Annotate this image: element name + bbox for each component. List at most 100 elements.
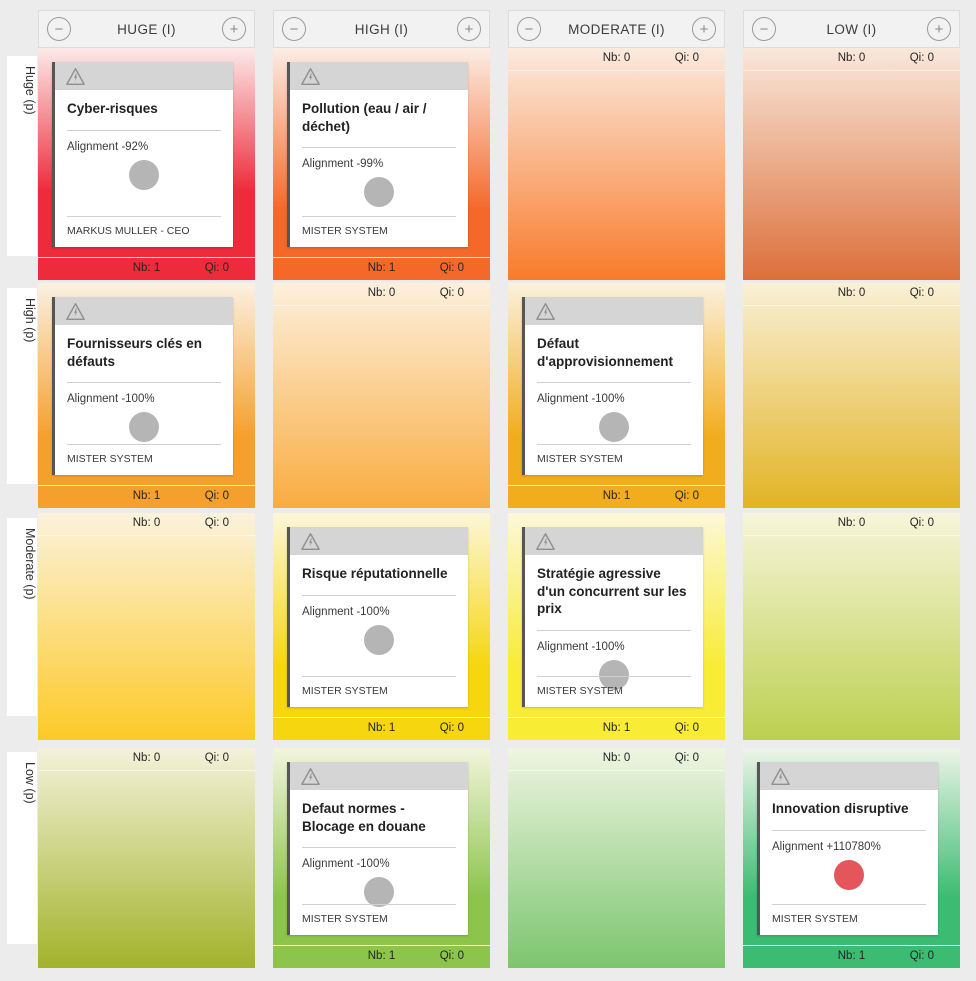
risk-card-header (290, 62, 468, 90)
divider (302, 847, 456, 849)
risk-owner: MISTER SYSTEM (67, 453, 153, 465)
risk-card[interactable]: Risque réputationnelle Alignment -100% M… (287, 527, 468, 707)
warning-icon (65, 67, 86, 86)
matrix-cell-moderate-low[interactable]: Nb: 0 Qi: 0 (743, 513, 960, 740)
divider (67, 129, 221, 131)
plus-icon[interactable]: + (457, 17, 481, 41)
qi-count: Qi: 0 (204, 752, 229, 764)
column-header-huge: − HUGE (I) + (38, 10, 255, 48)
risk-owner: MISTER SYSTEM (772, 913, 858, 925)
risk-card-header (290, 527, 468, 555)
nb-count: Nb: 1 (367, 262, 396, 274)
row-label-huge: Huge (p) (7, 56, 37, 256)
column-title: HUGE (I) (117, 21, 176, 37)
cell-count-bar: Nb: 1 Qi: 0 (38, 257, 255, 280)
divider (302, 147, 456, 149)
nb-count: Nb: 0 (602, 752, 631, 764)
cell-count-bar: Nb: 0 Qi: 0 (508, 48, 725, 71)
qi-count: Qi: 0 (204, 262, 229, 274)
alignment-dot (364, 624, 394, 655)
cell-count-bar: Nb: 0 Qi: 0 (743, 513, 960, 536)
matrix-cell-huge-huge[interactable]: Cyber-risques Alignment -92% MARKUS MULL… (38, 48, 255, 280)
divider (302, 904, 456, 905)
cell-count-bar: Nb: 0 Qi: 0 (38, 513, 255, 536)
divider (67, 216, 221, 217)
divider (537, 629, 691, 631)
matrix-cell-high-low[interactable]: Nb: 0 Qi: 0 (743, 283, 960, 508)
risk-title: Stratégie agressive d'un concurrent sur … (537, 566, 687, 617)
minus-icon[interactable]: − (752, 17, 776, 41)
divider (302, 594, 456, 596)
matrix-cell-low-huge[interactable]: Nb: 0 Qi: 0 (38, 748, 255, 968)
divider (537, 444, 691, 445)
alignment-label: Alignment -100% (67, 393, 155, 406)
warning-icon (535, 302, 556, 321)
risk-card[interactable]: Defaut normes - Blocage en douane Alignm… (287, 762, 468, 935)
nb-count: Nb: 0 (837, 52, 866, 64)
alignment-label: Alignment -100% (537, 640, 625, 653)
risk-card[interactable]: Pollution (eau / air / déchet) Alignment… (287, 62, 468, 247)
nb-count: Nb: 0 (837, 517, 866, 529)
matrix-cell-low-low[interactable]: Innovation disruptive Alignment +110780%… (743, 748, 960, 968)
nb-count: Nb: 0 (132, 517, 161, 529)
minus-icon[interactable]: − (282, 17, 306, 41)
cell-count-bar: Nb: 0 Qi: 0 (743, 48, 960, 71)
risk-title: Défaut d'approvisionnement (537, 336, 673, 369)
alignment-dot (834, 859, 864, 890)
risk-card[interactable]: Innovation disruptive Alignment +110780%… (757, 762, 938, 935)
risk-card[interactable]: Cyber-risques Alignment -92% MARKUS MULL… (52, 62, 233, 247)
qi-count: Qi: 0 (439, 950, 464, 962)
risk-owner: MISTER SYSTEM (537, 453, 623, 465)
alignment-dot (364, 177, 394, 208)
cell-count-bar: Nb: 0 Qi: 0 (273, 283, 490, 306)
plus-icon[interactable]: + (692, 17, 716, 41)
matrix-cell-moderate-high[interactable]: Risque réputationnelle Alignment -100% M… (273, 513, 490, 740)
divider (302, 676, 456, 677)
alignment-label: Alignment -100% (302, 858, 390, 871)
matrix-cell-moderate-moderate[interactable]: Stratégie agressive d'un concurrent sur … (508, 513, 725, 740)
alignment-label: Alignment -92% (67, 140, 149, 153)
matrix-cell-high-huge[interactable]: Fournisseurs clés en défauts Alignment -… (38, 283, 255, 508)
warning-icon (300, 767, 321, 786)
matrix-cell-low-high[interactable]: Defaut normes - Blocage en douane Alignm… (273, 748, 490, 968)
cell-count-bar: Nb: 1 Qi: 0 (508, 485, 725, 508)
alignment-label: Alignment -100% (537, 393, 625, 406)
qi-count: Qi: 0 (439, 262, 464, 274)
risk-owner: MISTER SYSTEM (302, 685, 388, 697)
warning-icon (535, 532, 556, 551)
plus-icon[interactable]: + (927, 17, 951, 41)
risk-owner: MARKUS MULLER - CEO (67, 225, 190, 237)
column-header-moderate: − MODERATE (I) + (508, 10, 725, 48)
matrix-cell-moderate-huge[interactable]: Nb: 0 Qi: 0 (38, 513, 255, 740)
qi-count: Qi: 0 (909, 287, 934, 299)
risk-card-header (55, 297, 233, 325)
alignment-dot (599, 412, 629, 443)
risk-title: Pollution (eau / air / déchet) (302, 101, 427, 134)
risk-card[interactable]: Fournisseurs clés en défauts Alignment -… (52, 297, 233, 475)
qi-count: Qi: 0 (674, 52, 699, 64)
matrix-cell-high-high[interactable]: Nb: 0 Qi: 0 (273, 283, 490, 508)
plus-icon[interactable]: + (222, 17, 246, 41)
nb-count: Nb: 1 (132, 262, 161, 274)
minus-icon[interactable]: − (517, 17, 541, 41)
minus-icon[interactable]: − (47, 17, 71, 41)
matrix-cell-low-moderate[interactable]: Nb: 0 Qi: 0 (508, 748, 725, 968)
qi-count: Qi: 0 (204, 490, 229, 502)
divider (772, 829, 926, 831)
cell-count-bar: Nb: 1 Qi: 0 (273, 717, 490, 740)
risk-card[interactable]: Défaut d'approvisionnement Alignment -10… (522, 297, 703, 475)
matrix-cell-huge-high[interactable]: Pollution (eau / air / déchet) Alignment… (273, 48, 490, 280)
warning-icon (300, 532, 321, 551)
alignment-dot (364, 877, 394, 908)
cell-count-bar: Nb: 0 Qi: 0 (508, 748, 725, 771)
qi-count: Qi: 0 (909, 517, 934, 529)
nb-count: Nb: 0 (132, 752, 161, 764)
cell-count-bar: Nb: 1 Qi: 0 (743, 945, 960, 968)
matrix-cell-huge-low[interactable]: Nb: 0 Qi: 0 (743, 48, 960, 280)
risk-card[interactable]: Stratégie agressive d'un concurrent sur … (522, 527, 703, 707)
risk-owner: MISTER SYSTEM (302, 913, 388, 925)
nb-count: Nb: 1 (602, 490, 631, 502)
matrix-cell-huge-moderate[interactable]: Nb: 0 Qi: 0 (508, 48, 725, 280)
matrix-cell-high-moderate[interactable]: Défaut d'approvisionnement Alignment -10… (508, 283, 725, 508)
risk-title: Innovation disruptive (772, 801, 909, 816)
